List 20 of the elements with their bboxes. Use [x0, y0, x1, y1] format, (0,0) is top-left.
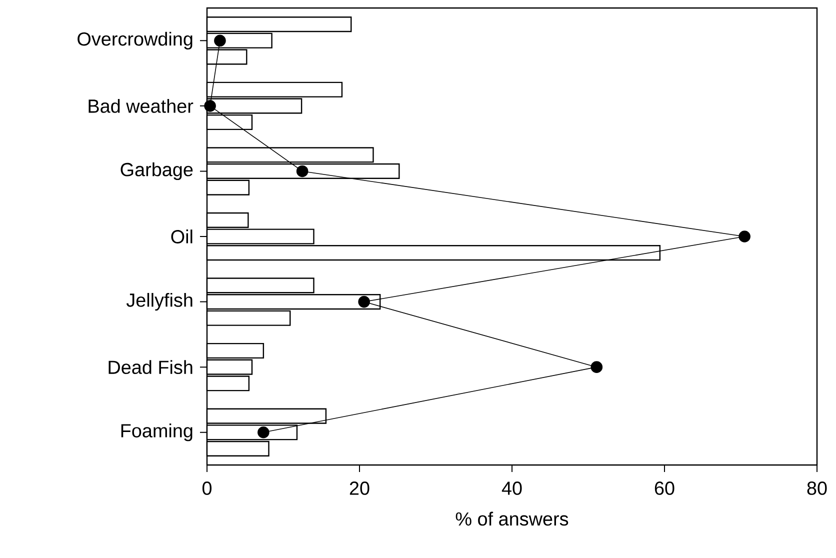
- point: [214, 34, 226, 47]
- y-tick-label: Bad weather: [88, 98, 194, 113]
- y-tick-label: Foaming: [121, 424, 192, 442]
- point: [258, 426, 270, 438]
- y-tick-label: Jellyfish: [126, 292, 192, 311]
- point: [358, 296, 370, 308]
- x-tick-label: 20: [350, 482, 370, 495]
- point: [296, 165, 308, 178]
- x-axis-title: % of answers: [456, 512, 568, 526]
- x-tick-label: 0: [202, 482, 212, 495]
- x-tick-label: 80: [807, 482, 827, 495]
- y-tick-label: Dead Fish: [108, 360, 192, 374]
- y-tick-label: Overcrowding: [78, 32, 192, 50]
- y-tick-label: Oil: [171, 230, 192, 244]
- point: [738, 230, 750, 242]
- point: [590, 361, 603, 373]
- point: [204, 100, 216, 112]
- y-tick-label: Garbage: [120, 162, 193, 180]
- x-tick-label: 40: [502, 482, 522, 495]
- x-tick-label: 60: [654, 482, 674, 495]
